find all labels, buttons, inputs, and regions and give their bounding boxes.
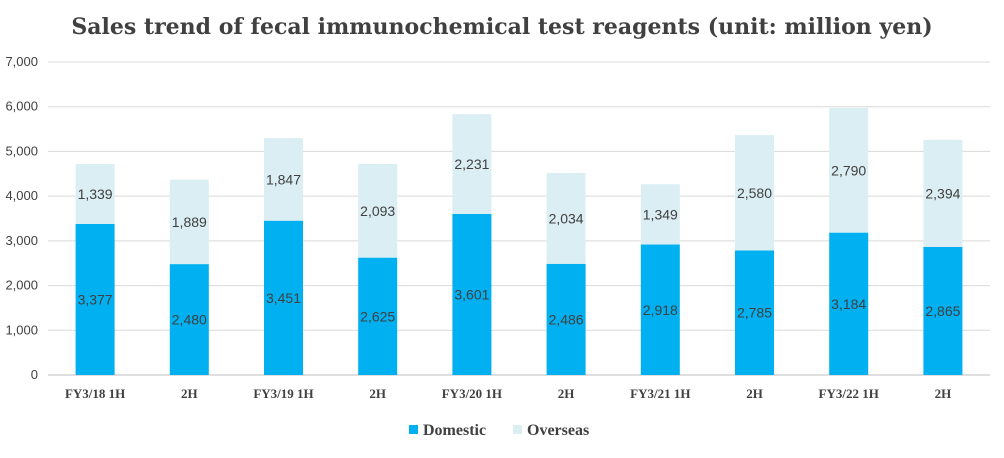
overseas-bar [264,138,303,221]
overseas-bar [829,107,869,233]
domestic-bar [452,213,492,375]
domestic-bar [169,264,209,375]
y-tick-label: 0 [31,367,38,382]
data-label: 3,184 [831,296,866,312]
y-tick-label: 5,000 [5,143,38,158]
legend-label: Domestic [423,422,486,439]
overseas-bar [640,184,680,245]
x-tick-label: FY3/20 1H [442,386,502,401]
data-label: 2,480 [172,312,207,328]
overseas-bar [169,179,209,265]
x-tick-label: FY3/18 1H [65,386,125,401]
y-tick-label: 7,000 [5,54,38,69]
overseas-bar [75,164,115,224]
domestic-bar [358,257,398,375]
legend-swatch-domestic [409,425,418,434]
data-label: 1,349 [643,206,678,222]
x-tick-label: FY3/22 1H [819,386,879,401]
y-tick-label: 1,000 [5,322,38,337]
overseas-bar [546,172,586,264]
overseas-bar [735,135,774,251]
data-label: 2,625 [360,308,395,324]
data-label: 2,093 [360,203,395,219]
legend-label: Overseas [527,422,589,439]
domestic-bar [923,246,963,375]
data-label: 2,394 [925,185,960,201]
data-label: 2,790 [831,162,866,178]
data-label: 2,231 [454,156,489,172]
data-label: 2,785 [737,305,772,321]
y-tick-label: 6,000 [5,99,38,114]
data-label: 2,486 [549,311,584,327]
data-label: 3,377 [78,291,113,307]
x-tick-label: 2H [181,386,198,401]
x-tick-label: 2H [935,386,952,401]
domestic-bar [640,244,680,375]
data-label: 2,918 [643,302,678,318]
y-tick-label: 3,000 [5,233,38,248]
x-tick-label: 2H [558,386,575,401]
domestic-bar [829,232,869,375]
data-label: 2,034 [549,210,584,226]
data-label: 1,889 [172,214,207,230]
data-label: 2,865 [925,303,960,319]
overseas-bar [452,114,492,214]
data-label: 1,847 [266,171,301,187]
chart-title: Sales trend of fecal immunochemical test… [71,14,933,40]
x-tick-label: 2H [746,386,763,401]
domestic-bar [735,250,774,375]
y-tick-label: 4,000 [5,188,38,203]
domestic-bar [75,223,115,375]
x-tick-label: FY3/19 1H [253,386,313,401]
data-label: 1,339 [78,186,113,202]
overseas-bar [358,164,398,258]
data-label: 2,580 [737,185,772,201]
x-tick-label: FY3/21 1H [630,386,690,401]
data-label: 3,451 [266,290,301,306]
overseas-bar [923,139,963,247]
domestic-bar [264,220,303,375]
x-tick-label: 2H [369,386,386,401]
data-label: 3,601 [454,286,489,302]
domestic-bar [546,263,586,375]
y-tick-label: 2,000 [5,278,38,293]
legend-swatch-overseas [513,425,522,434]
